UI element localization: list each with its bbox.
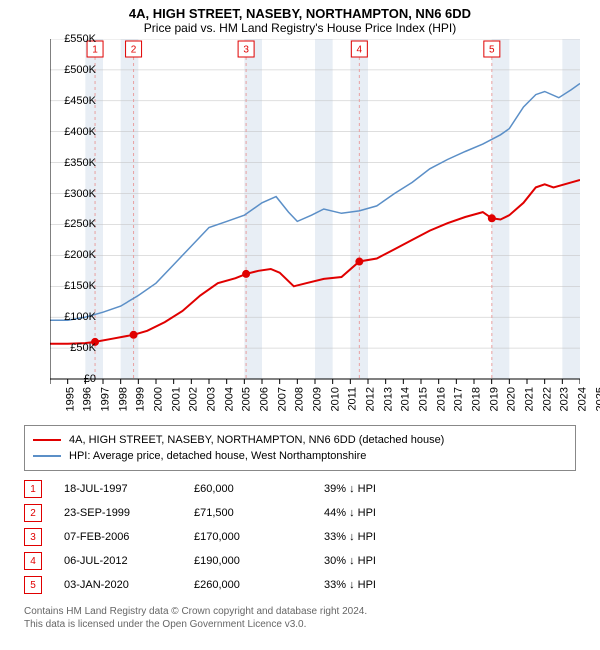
chart-title: 4A, HIGH STREET, NASEBY, NORTHAMPTON, NN… bbox=[0, 0, 600, 21]
y-tick-label: £550K bbox=[56, 33, 96, 45]
legend-label: 4A, HIGH STREET, NASEBY, NORTHAMPTON, NN… bbox=[69, 434, 444, 446]
x-tick-label: 2007 bbox=[276, 387, 288, 411]
x-tick-label: 2025 bbox=[594, 387, 600, 411]
table-row: 4 06-JUL-2012£190,00030% ↓ HPI bbox=[24, 549, 576, 573]
x-tick-label: 2022 bbox=[541, 387, 553, 411]
sale-marker: 3 bbox=[24, 528, 42, 546]
x-tick-label: 2005 bbox=[241, 387, 253, 411]
x-tick-label: 2009 bbox=[311, 387, 323, 411]
legend-swatch bbox=[33, 439, 61, 441]
x-tick-label: 2021 bbox=[523, 387, 535, 411]
svg-text:5: 5 bbox=[489, 45, 495, 56]
x-tick-label: 2018 bbox=[470, 387, 482, 411]
sale-delta: 33% ↓ HPI bbox=[324, 579, 454, 591]
svg-text:3: 3 bbox=[243, 45, 249, 56]
x-tick-label: 1996 bbox=[82, 387, 94, 411]
sale-marker: 4 bbox=[24, 552, 42, 570]
svg-text:4: 4 bbox=[357, 45, 363, 56]
sale-delta: 30% ↓ HPI bbox=[324, 555, 454, 567]
x-tick-label: 1997 bbox=[99, 387, 111, 411]
y-tick-label: £450K bbox=[56, 95, 96, 107]
x-tick-label: 2004 bbox=[223, 387, 235, 411]
table-row: 3 07-FEB-2006£170,00033% ↓ HPI bbox=[24, 525, 576, 549]
sale-date: 06-JUL-2012 bbox=[64, 555, 194, 567]
footer: Contains HM Land Registry data © Crown c… bbox=[24, 605, 576, 631]
sale-marker: 5 bbox=[24, 576, 42, 594]
x-tick-label: 2014 bbox=[400, 387, 412, 411]
sale-delta: 33% ↓ HPI bbox=[324, 531, 454, 543]
y-tick-label: £300K bbox=[56, 188, 96, 200]
svg-text:1: 1 bbox=[92, 45, 98, 56]
sale-price: £170,000 bbox=[194, 531, 324, 543]
y-tick-label: £400K bbox=[56, 126, 96, 138]
y-tick-label: £350K bbox=[56, 157, 96, 169]
x-tick-label: 2016 bbox=[435, 387, 447, 411]
sale-price: £60,000 bbox=[194, 483, 324, 495]
table-row: 1 18-JUL-1997£60,00039% ↓ HPI bbox=[24, 477, 576, 501]
x-tick-label: 2023 bbox=[559, 387, 571, 411]
table-row: 5 03-JAN-2020£260,00033% ↓ HPI bbox=[24, 573, 576, 597]
sale-date: 18-JUL-1997 bbox=[64, 483, 194, 495]
x-tick-label: 2019 bbox=[488, 387, 500, 411]
y-tick-label: £500K bbox=[56, 64, 96, 76]
y-tick-label: £50K bbox=[56, 342, 96, 354]
legend: 4A, HIGH STREET, NASEBY, NORTHAMPTON, NN… bbox=[24, 425, 576, 471]
x-tick-label: 2003 bbox=[205, 387, 217, 411]
table-row: 2 23-SEP-1999£71,50044% ↓ HPI bbox=[24, 501, 576, 525]
y-tick-label: £200K bbox=[56, 249, 96, 261]
sale-marker: 2 bbox=[24, 504, 42, 522]
footer-line1: Contains HM Land Registry data © Crown c… bbox=[24, 605, 576, 618]
y-tick-label: £250K bbox=[56, 218, 96, 230]
x-tick-label: 2002 bbox=[188, 387, 200, 411]
legend-label: HPI: Average price, detached house, West… bbox=[69, 450, 366, 462]
legend-swatch bbox=[33, 455, 61, 457]
x-tick-label: 1995 bbox=[64, 387, 76, 411]
x-tick-label: 2017 bbox=[453, 387, 465, 411]
svg-text:2: 2 bbox=[131, 45, 137, 56]
chart-svg: 1 2 3 4 5 bbox=[50, 39, 580, 385]
y-tick-label: £150K bbox=[56, 280, 96, 292]
x-tick-label: 2015 bbox=[417, 387, 429, 411]
x-tick-label: 2024 bbox=[576, 387, 588, 411]
x-tick-label: 2006 bbox=[258, 387, 270, 411]
legend-item-property: 4A, HIGH STREET, NASEBY, NORTHAMPTON, NN… bbox=[33, 432, 567, 448]
chart-area: £0 £50K £100K £150K £200K £250K £300K £350K £400… bbox=[50, 39, 590, 419]
sale-price: £190,000 bbox=[194, 555, 324, 567]
sale-price: £71,500 bbox=[194, 507, 324, 519]
sale-price: £260,000 bbox=[194, 579, 324, 591]
x-tick-label: 2020 bbox=[506, 387, 518, 411]
x-tick-label: 2000 bbox=[152, 387, 164, 411]
x-tick-label: 1999 bbox=[135, 387, 147, 411]
x-tick-label: 2011 bbox=[347, 387, 359, 411]
sale-delta: 39% ↓ HPI bbox=[324, 483, 454, 495]
footer-line2: This data is licensed under the Open Gov… bbox=[24, 618, 576, 631]
x-tick-label: 2008 bbox=[294, 387, 306, 411]
legend-item-hpi: HPI: Average price, detached house, West… bbox=[33, 448, 567, 464]
x-tick-label: 2013 bbox=[382, 387, 394, 411]
x-tick-label: 2010 bbox=[329, 387, 341, 411]
sale-date: 03-JAN-2020 bbox=[64, 579, 194, 591]
sale-marker: 1 bbox=[24, 480, 42, 498]
y-tick-label: £0 bbox=[56, 373, 96, 385]
sale-date: 23-SEP-1999 bbox=[64, 507, 194, 519]
sales-table: 1 18-JUL-1997£60,00039% ↓ HPI 2 23-SEP-1999… bbox=[24, 477, 576, 597]
sale-date: 07-FEB-2006 bbox=[64, 531, 194, 543]
x-tick-label: 2001 bbox=[170, 387, 182, 411]
x-tick-label: 2012 bbox=[364, 387, 376, 411]
y-tick-label: £100K bbox=[56, 311, 96, 323]
sale-delta: 44% ↓ HPI bbox=[324, 507, 454, 519]
x-tick-label: 1998 bbox=[117, 387, 129, 411]
